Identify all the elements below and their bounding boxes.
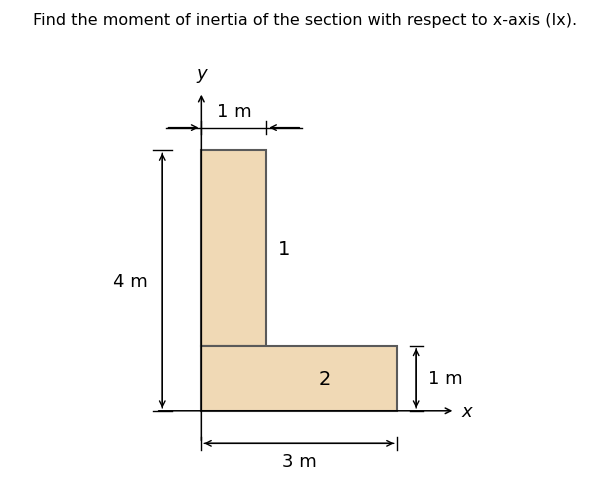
Bar xyxy=(202,346,397,411)
Text: 1 m: 1 m xyxy=(428,370,463,387)
Text: 2: 2 xyxy=(319,369,331,388)
Text: 1 m: 1 m xyxy=(216,103,251,121)
Text: 3 m: 3 m xyxy=(282,452,316,470)
Bar xyxy=(202,151,266,346)
Text: x: x xyxy=(462,402,472,420)
Text: 1: 1 xyxy=(278,239,291,258)
Text: y: y xyxy=(196,65,207,83)
Text: 4 m: 4 m xyxy=(113,272,148,290)
Text: Find the moment of inertia of the section with respect to x-axis (Ix).: Find the moment of inertia of the sectio… xyxy=(34,13,577,28)
